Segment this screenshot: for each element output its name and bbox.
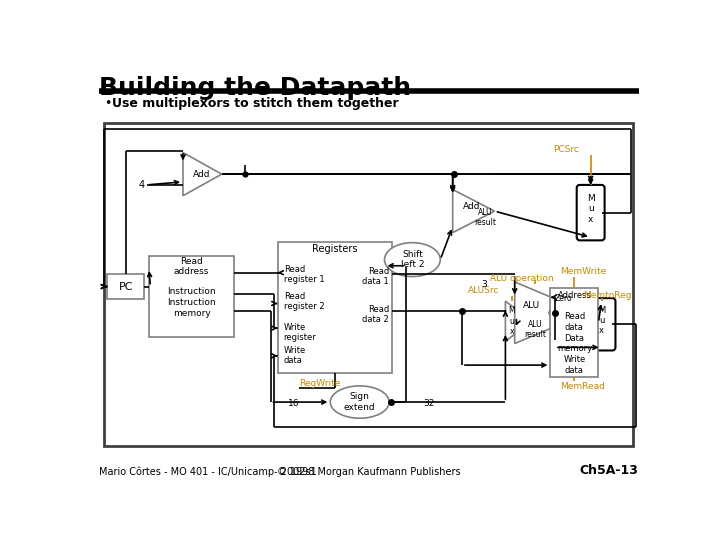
- Text: Registers: Registers: [312, 244, 358, 254]
- Polygon shape: [183, 153, 222, 195]
- Text: © 1998 Morgan Kaufmann Publishers: © 1998 Morgan Kaufmann Publishers: [277, 467, 461, 477]
- Text: ALUSrc: ALUSrc: [467, 286, 499, 295]
- Text: Write
data: Write data: [284, 346, 306, 365]
- Text: MemRead: MemRead: [559, 382, 605, 391]
- Text: •: •: [104, 97, 112, 110]
- Text: Building the Datapath: Building the Datapath: [99, 76, 411, 100]
- Text: 16: 16: [288, 399, 300, 408]
- Text: ALU operation: ALU operation: [490, 274, 554, 284]
- Text: RegWrite: RegWrite: [300, 379, 341, 388]
- Text: M
u
x: M u x: [587, 194, 595, 224]
- Polygon shape: [453, 190, 495, 233]
- Text: MemWrite: MemWrite: [559, 267, 606, 275]
- Text: Read
address: Read address: [174, 257, 210, 276]
- Text: PC: PC: [118, 281, 133, 292]
- Text: Write
register: Write register: [284, 323, 317, 342]
- Text: Add: Add: [193, 170, 210, 179]
- Text: Use multiplexors to stitch them together: Use multiplexors to stitch them together: [112, 97, 398, 110]
- Text: ALU: ALU: [523, 301, 540, 309]
- Text: Read
register 2: Read register 2: [284, 292, 325, 312]
- Text: Instruction
memory: Instruction memory: [167, 299, 216, 318]
- Text: MemtoReg: MemtoReg: [583, 291, 631, 300]
- Text: Address: Address: [557, 291, 591, 300]
- Text: Read
data 1: Read data 1: [362, 267, 389, 286]
- Text: Shift
left 2: Shift left 2: [400, 250, 424, 269]
- Text: M
u
x: M u x: [508, 306, 515, 336]
- Bar: [107, 274, 144, 299]
- Text: Mario Côrtes - MO 401 - IC/Unicamp- 2002s1: Mario Côrtes - MO 401 - IC/Unicamp- 2002…: [99, 466, 317, 477]
- Text: Read
register 1: Read register 1: [284, 265, 325, 285]
- Ellipse shape: [330, 386, 389, 418]
- Text: Read
data 2: Read data 2: [362, 305, 389, 325]
- Bar: [104, 123, 632, 446]
- Bar: [550, 288, 598, 377]
- Text: M
u
x: M u x: [598, 306, 605, 335]
- Text: Add: Add: [462, 202, 480, 211]
- Text: 3: 3: [481, 280, 487, 289]
- Text: ALU
result: ALU result: [474, 207, 496, 227]
- Text: Read
data: Read data: [564, 312, 585, 332]
- Ellipse shape: [384, 242, 441, 276]
- Text: ALU
result: ALU result: [524, 320, 546, 339]
- Text: Instruction: Instruction: [167, 287, 216, 296]
- Text: PCSrc: PCSrc: [554, 145, 580, 154]
- Text: Write
data: Write data: [563, 355, 585, 375]
- Bar: [277, 242, 392, 373]
- FancyBboxPatch shape: [588, 298, 616, 350]
- Bar: [149, 256, 234, 336]
- Text: Ch5A-13: Ch5A-13: [580, 464, 639, 477]
- Text: Sign
extend: Sign extend: [344, 393, 376, 412]
- Text: 4: 4: [138, 180, 144, 190]
- Text: Data
memory: Data memory: [557, 334, 592, 353]
- Text: 32: 32: [423, 399, 435, 408]
- FancyBboxPatch shape: [577, 185, 605, 240]
- Polygon shape: [515, 282, 555, 343]
- Text: Zero: Zero: [555, 294, 572, 303]
- Polygon shape: [505, 301, 518, 341]
